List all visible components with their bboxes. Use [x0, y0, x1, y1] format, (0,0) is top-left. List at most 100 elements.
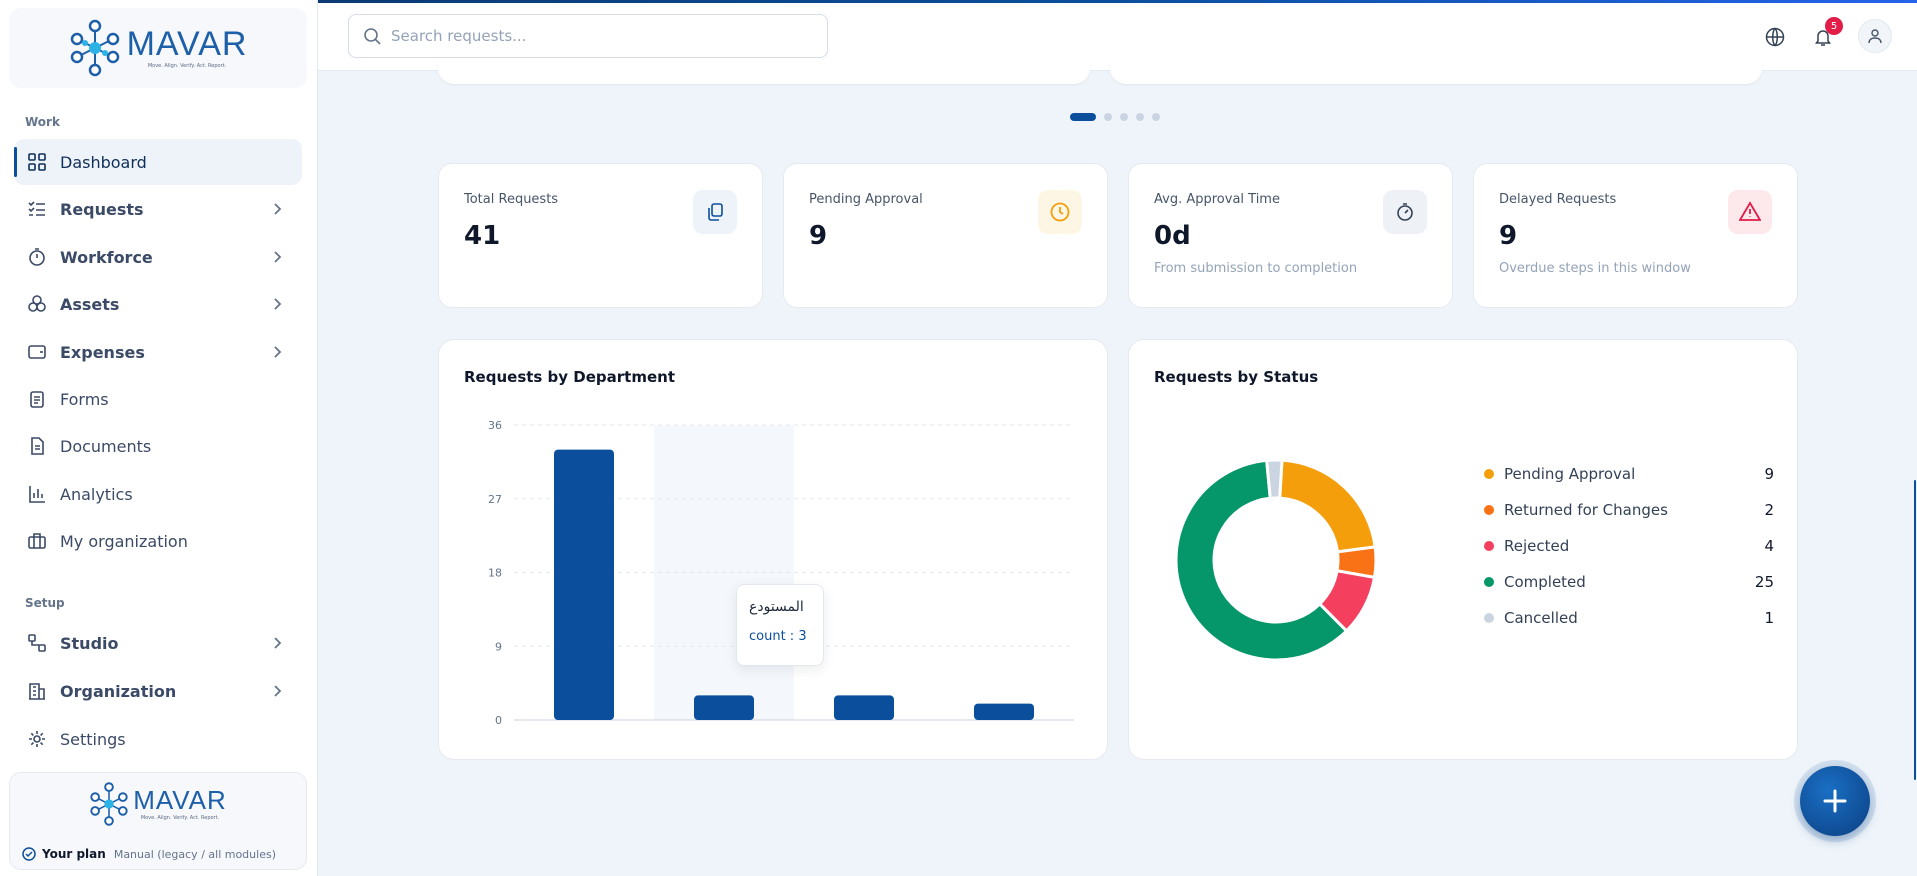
- donut-slice[interactable]: [1278, 458, 1377, 554]
- legend-item[interactable]: Completed 25: [1484, 572, 1774, 592]
- sidebar-item-expenses[interactable]: Expenses: [14, 329, 302, 375]
- bar[interactable]: [554, 449, 614, 720]
- chevron-right-icon: [274, 203, 282, 215]
- bar[interactable]: [834, 695, 894, 720]
- notifications-button[interactable]: 5: [1809, 17, 1843, 51]
- legend-label: Returned for Changes: [1504, 501, 1668, 519]
- boxes-icon: [26, 293, 48, 315]
- legend-swatch: [1484, 577, 1494, 587]
- checklist-icon: [26, 198, 48, 220]
- building-icon: [26, 680, 48, 702]
- carousel-dot[interactable]: [1136, 113, 1144, 121]
- sidebar-item-studio[interactable]: Studio: [14, 620, 302, 666]
- wallet-icon: [26, 341, 48, 363]
- kpi-pending-approval: Pending Approval 9: [783, 163, 1108, 308]
- clipboard-icon: [26, 388, 48, 410]
- legend-count: 25: [1754, 573, 1774, 591]
- carousel-dot[interactable]: [1104, 113, 1112, 121]
- kpi-total-requests: Total Requests 41: [438, 163, 763, 308]
- panel-title: Requests by Status: [1154, 368, 1319, 386]
- sidebar-item-documents[interactable]: Documents: [14, 423, 302, 469]
- legend-item[interactable]: Rejected 4: [1484, 536, 1774, 556]
- search-icon: [364, 28, 381, 45]
- user-icon: [1868, 29, 1882, 44]
- legend-label: Rejected: [1504, 537, 1570, 555]
- carousel-dot[interactable]: [1152, 113, 1160, 121]
- sidebar-item-assets[interactable]: Assets: [14, 281, 302, 327]
- sidebar-item-workforce[interactable]: Workforce: [14, 234, 302, 280]
- page-scrollbar[interactable]: [1914, 480, 1916, 780]
- donut-slice[interactable]: [1265, 458, 1284, 500]
- sidebar-item-label: Studio: [60, 633, 119, 653]
- donut-slice[interactable]: [1174, 458, 1349, 662]
- legend-count: 2: [1764, 501, 1774, 519]
- kpi-label: Avg. Approval Time: [1154, 192, 1280, 207]
- search-box[interactable]: [348, 14, 828, 58]
- search-input[interactable]: [391, 27, 811, 45]
- legend-count: 9: [1764, 465, 1774, 483]
- globe-icon: [1765, 27, 1785, 47]
- legend-label: Pending Approval: [1504, 465, 1636, 483]
- kpi-value: 9: [809, 221, 828, 251]
- bar[interactable]: [694, 695, 754, 720]
- sidebar-item-dashboard[interactable]: Dashboard: [14, 139, 302, 185]
- kpi-delayed-requests: Delayed Requests 9 Overdue steps in this…: [1473, 163, 1798, 308]
- sidebar-item-label: Organization: [60, 681, 177, 701]
- language-button[interactable]: [1761, 23, 1789, 51]
- y-tick-label: 36: [488, 419, 502, 432]
- legend-label: Cancelled: [1504, 609, 1578, 627]
- kpi-value: 0d: [1154, 221, 1191, 251]
- brand-name: MAVAR: [126, 25, 248, 63]
- bar[interactable]: [974, 703, 1034, 720]
- sidebar-item-organization[interactable]: Organization: [14, 668, 302, 714]
- status-legend: Pending Approval 9 Returned for Changes 2 Re…: [1484, 464, 1774, 627]
- create-fab[interactable]: [1794, 760, 1876, 842]
- chart-tooltip: المستودع count : 3: [736, 584, 824, 666]
- user-avatar-button[interactable]: [1858, 19, 1892, 53]
- status-donut-chart: [1174, 458, 1378, 662]
- kpi-label: Delayed Requests: [1499, 192, 1617, 207]
- sidebar-item-label: My organization: [60, 531, 188, 551]
- y-tick-label: 27: [488, 493, 502, 506]
- sidebar-item-analytics[interactable]: Analytics: [14, 471, 302, 517]
- sidebar-item-settings[interactable]: Settings: [14, 716, 302, 762]
- y-tick-label: 9: [495, 640, 502, 653]
- sidebar-item-label: Forms: [60, 389, 109, 409]
- brand-logo[interactable]: MAVAR Move. Align. Verify. Act. Report.: [9, 8, 307, 88]
- y-tick-label: 18: [488, 567, 502, 580]
- create-button[interactable]: [1800, 766, 1870, 836]
- legend-swatch: [1484, 541, 1494, 551]
- tooltip-category: المستودع: [749, 599, 804, 615]
- legend-item[interactable]: Cancelled 1: [1484, 608, 1774, 628]
- carousel-dot[interactable]: [1120, 113, 1128, 121]
- kpi-value: 9: [1499, 221, 1518, 251]
- molecule-logo-icon: [70, 19, 119, 77]
- sidebar-item-label: Documents: [60, 436, 152, 456]
- sidebar-item-my-organization[interactable]: My organization: [14, 518, 302, 564]
- chevron-right-icon: [274, 251, 282, 263]
- legend-item[interactable]: Returned for Changes 2: [1484, 500, 1774, 520]
- plan-label: Your plan: [42, 847, 106, 861]
- y-tick-label: 0: [495, 714, 502, 727]
- top-accent-line: [318, 0, 1917, 3]
- gear-icon: [26, 728, 48, 750]
- chevron-right-icon: [274, 346, 282, 358]
- sidebar-item-label: Workforce: [60, 247, 153, 267]
- carousel-card: [438, 60, 1090, 84]
- sidebar-item-label: Analytics: [60, 484, 133, 504]
- bar-chart-icon: [26, 483, 48, 505]
- carousel-dots: [1070, 113, 1160, 121]
- plus-icon: [1823, 789, 1847, 813]
- sidebar-item-forms[interactable]: Forms: [14, 376, 302, 422]
- plan-card[interactable]: MAVAR Move. Align. Verify. Act. Report. …: [9, 772, 307, 870]
- legend-item[interactable]: Pending Approval 9: [1484, 464, 1774, 484]
- sidebar-item-requests[interactable]: Requests: [14, 186, 302, 232]
- carousel-dot[interactable]: [1070, 113, 1096, 121]
- workflow-icon: [26, 632, 48, 654]
- sidebar-item-label: Requests: [60, 199, 144, 219]
- kpi-subtext: Overdue steps in this window: [1499, 261, 1691, 276]
- plan-logo: MAVAR Move. Align. Verify. Act. Report.: [10, 781, 306, 827]
- brand-name: MAVAR: [133, 785, 227, 815]
- dashboard-icon: [26, 151, 48, 173]
- panel-title: Requests by Department: [464, 368, 676, 386]
